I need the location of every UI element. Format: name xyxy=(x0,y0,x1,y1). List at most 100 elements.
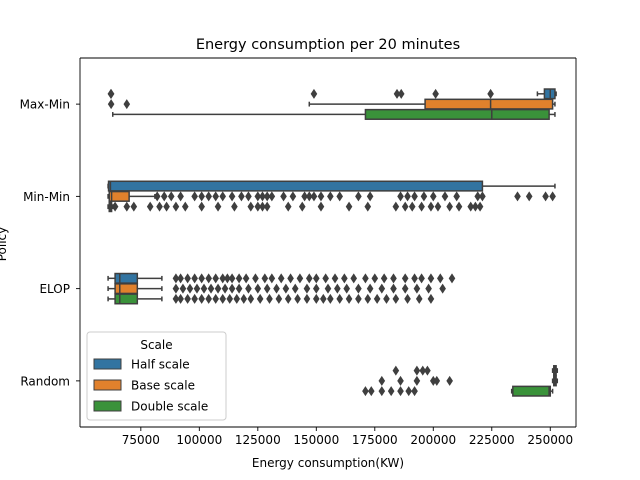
outlier-point xyxy=(235,283,243,294)
outlier-point xyxy=(191,273,198,284)
outlier-point xyxy=(313,293,320,304)
outlier-point xyxy=(214,283,222,294)
outlier-point xyxy=(364,201,372,212)
outlier-point xyxy=(514,191,521,202)
outlier-point xyxy=(433,375,441,386)
outlier-point xyxy=(167,191,175,202)
outlier-point xyxy=(226,293,234,304)
legend-entry-label: Double scale xyxy=(131,400,208,414)
outlier-point xyxy=(259,191,266,202)
outlier-point xyxy=(191,191,198,202)
outlier-point xyxy=(259,201,266,212)
x-axis-label: Energy consumption(KW) xyxy=(252,456,404,470)
outlier-point xyxy=(303,293,311,304)
x-tick-label: 100000 xyxy=(176,433,222,447)
outlier-point xyxy=(224,273,231,284)
y-tick-label: ELOP xyxy=(39,282,70,296)
outlier-point xyxy=(233,293,241,304)
outlier-point xyxy=(219,191,227,202)
outlier-point xyxy=(467,201,475,212)
outlier-point xyxy=(219,293,227,304)
outlier-point xyxy=(305,273,313,284)
box xyxy=(512,385,552,397)
outlier-point xyxy=(392,293,400,304)
outlier-point xyxy=(418,273,425,284)
series-base-scale xyxy=(107,98,559,387)
outlier-point xyxy=(487,88,494,99)
outlier-point xyxy=(313,273,320,284)
outlier-point xyxy=(366,191,374,202)
outlier-point xyxy=(296,273,304,284)
outlier-point xyxy=(160,191,168,202)
outlier-point xyxy=(247,201,255,212)
x-tick-label: 75000 xyxy=(122,433,160,447)
box xyxy=(114,283,139,295)
outlier-point xyxy=(446,201,453,212)
outlier-point xyxy=(256,293,264,304)
outlier-point xyxy=(401,283,409,294)
outlier-point xyxy=(263,283,271,294)
outlier-point xyxy=(432,88,439,99)
outlier-point xyxy=(427,293,435,304)
outlier-point xyxy=(336,191,343,202)
outlier-point xyxy=(212,293,219,304)
outlier-point xyxy=(284,293,292,304)
outlier-point xyxy=(252,273,259,284)
outlier-point xyxy=(313,283,320,294)
outlier-point xyxy=(425,283,432,294)
outlier-point xyxy=(212,273,219,284)
outlier-point xyxy=(254,201,262,212)
outlier-point xyxy=(408,201,416,212)
outlier-point xyxy=(373,293,381,304)
legend-swatch xyxy=(93,400,122,412)
outlier-point xyxy=(221,283,229,294)
outlier-point xyxy=(331,273,339,284)
outlier-point xyxy=(350,273,358,284)
outlier-point xyxy=(390,273,397,284)
x-tick-label: 200000 xyxy=(410,433,456,447)
outlier-point xyxy=(415,293,423,304)
legend-entry-label: Base scale xyxy=(131,379,195,393)
outlier-point xyxy=(393,88,401,99)
outlier-point xyxy=(420,191,428,202)
outlier-point xyxy=(401,201,409,212)
outlier-point xyxy=(177,293,184,304)
y-axis-label: Policy xyxy=(0,227,9,262)
outlier-point xyxy=(429,375,437,386)
outlier-point xyxy=(277,273,285,284)
outlier-point xyxy=(184,293,191,304)
outlier-point xyxy=(378,386,386,397)
outlier-point xyxy=(383,293,390,304)
outlier-point xyxy=(472,201,479,212)
outlier-point xyxy=(429,191,437,202)
outlier-point xyxy=(268,273,276,284)
outlier-point xyxy=(427,201,435,212)
outlier-point xyxy=(424,365,431,376)
outlier-point xyxy=(404,293,411,304)
outlier-point xyxy=(390,283,397,294)
outlier-point xyxy=(401,273,409,284)
outlier-point xyxy=(245,191,252,202)
outlier-point xyxy=(441,191,449,202)
series-double-scale xyxy=(107,108,556,397)
box xyxy=(424,98,554,110)
outlier-point xyxy=(413,375,421,386)
outlier-point xyxy=(198,273,205,284)
legend-frame xyxy=(86,331,227,421)
outlier-point xyxy=(362,386,369,397)
legend-title: Scale xyxy=(140,338,172,352)
outlier-point xyxy=(186,283,194,294)
outlier-point xyxy=(334,283,341,294)
outlier-point xyxy=(231,201,238,212)
outlier-point xyxy=(254,283,262,294)
outlier-point xyxy=(172,293,180,304)
y-tick-label: Max-Min xyxy=(20,98,70,112)
outlier-point xyxy=(411,386,418,397)
outlier-point xyxy=(273,283,280,294)
x-tick-label: 225000 xyxy=(469,433,515,447)
outlier-point xyxy=(387,386,395,397)
outlier-point xyxy=(263,191,271,202)
outlier-point xyxy=(198,293,205,304)
outlier-point xyxy=(310,191,318,202)
